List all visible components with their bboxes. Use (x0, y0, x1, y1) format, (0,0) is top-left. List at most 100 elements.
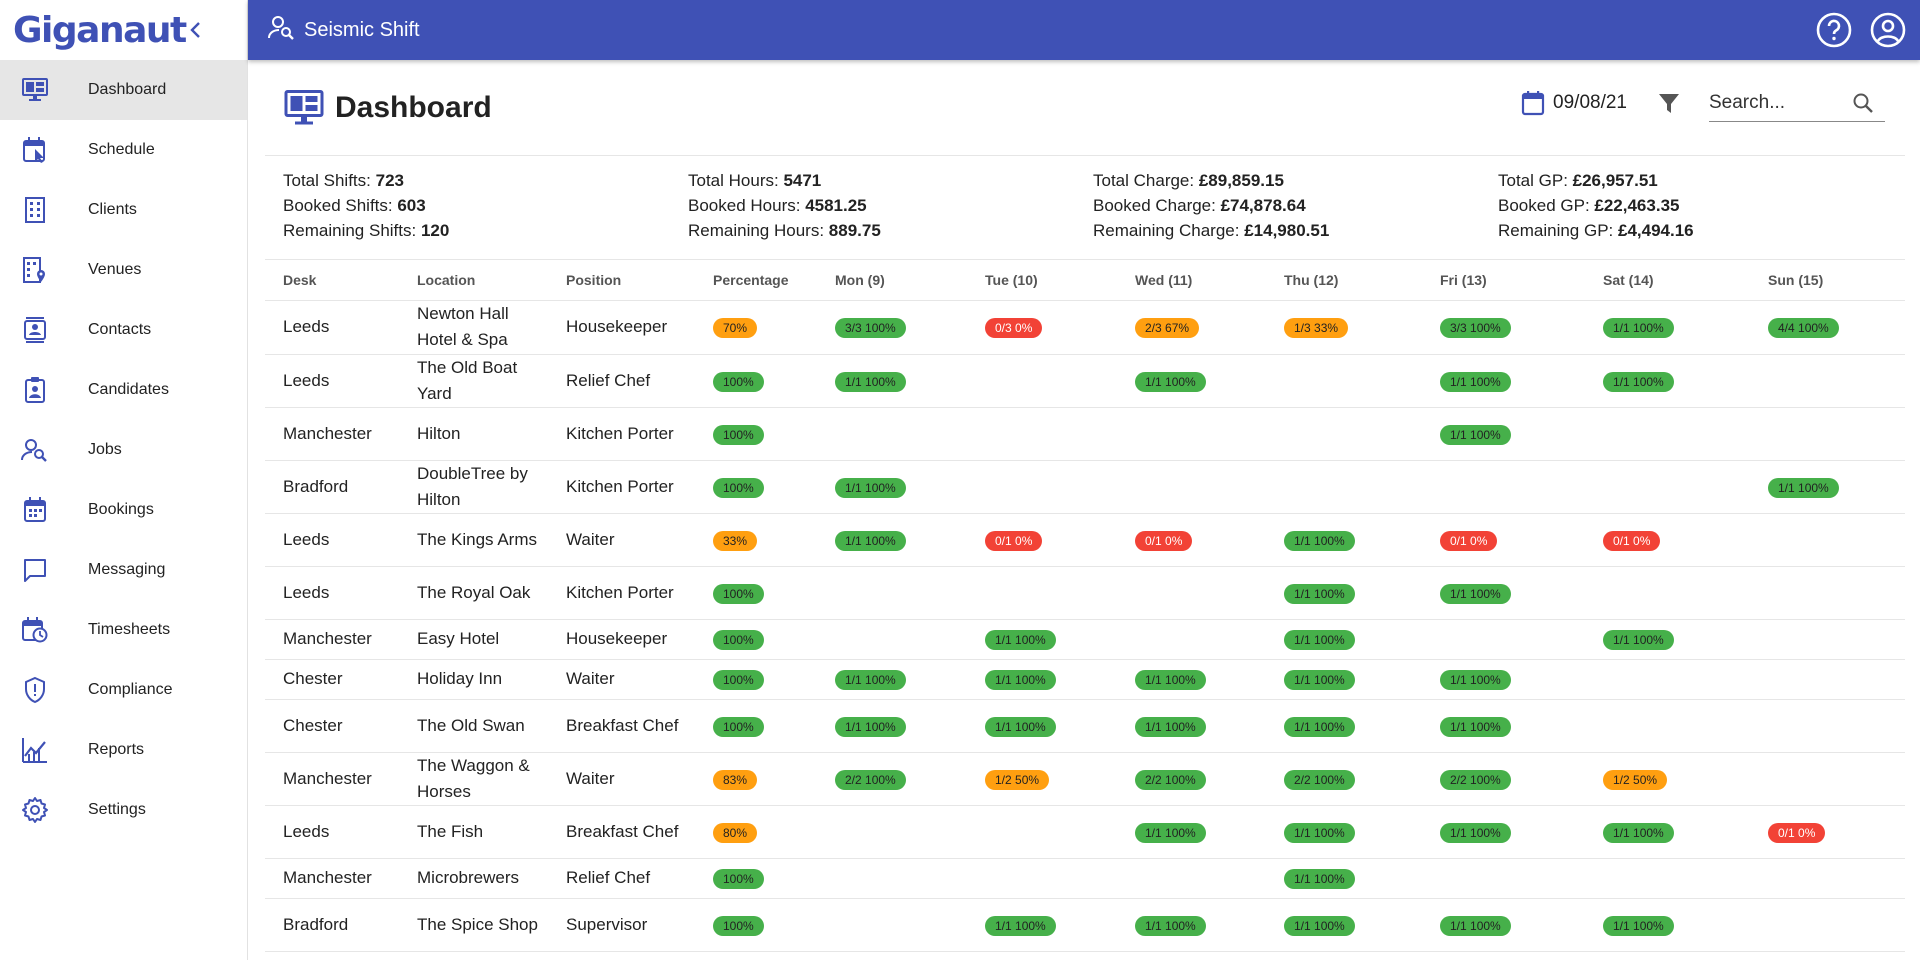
table-row[interactable]: Leeds The Old Boat Yard Relief Chef 100% 1/1… (265, 354, 1905, 408)
day-sat-badge[interactable]: 1/1 100% (1603, 371, 1674, 392)
day-wed-badge[interactable]: 1/1 100% (1135, 371, 1206, 392)
day-thu-cell[interactable]: 2/2 100% (1266, 752, 1422, 806)
day-wed-badge[interactable]: 1/1 100% (1135, 670, 1206, 690)
sidebar-item-candidates[interactable]: Candidates (0, 360, 247, 420)
percentage-cell[interactable]: 100% (695, 407, 817, 461)
day-tue-badge[interactable]: 1/1 100% (985, 716, 1056, 737)
day-thu-cell[interactable]: 1/1 100% (1266, 513, 1422, 567)
day-tue-cell[interactable]: 1/1 100% (967, 699, 1117, 753)
day-sat-badge[interactable]: 1/1 100% (1603, 822, 1674, 843)
day-wed-badge[interactable]: 1/1 100% (1135, 915, 1206, 936)
day-sat-badge[interactable]: 0/1 0% (1603, 530, 1661, 551)
day-thu-badge[interactable]: 1/3 33% (1284, 318, 1349, 338)
day-sun-badge[interactable]: 1/1 100% (1768, 477, 1839, 498)
day-tue-badge[interactable]: 1/1 100% (985, 670, 1056, 690)
day-sat-cell[interactable]: 1/1 100% (1585, 898, 1750, 952)
day-fri-cell[interactable]: 2/2 100% (1422, 752, 1585, 806)
percentage-cell[interactable]: 83% (695, 752, 817, 806)
day-tue-badge[interactable]: 1/2 50% (985, 769, 1050, 790)
day-mon-badge[interactable]: 2/2 100% (835, 769, 906, 790)
column-header[interactable]: Tue (10) (967, 260, 1117, 301)
percentage-cell[interactable]: 100% (695, 659, 817, 700)
day-tue-cell[interactable]: 0/1 0% (967, 513, 1117, 567)
day-sat-cell[interactable]: 0/1 0% (1585, 513, 1750, 567)
table-row[interactable]: Leeds Newton Hall Hotel & Spa Housekeeper 7… (265, 300, 1905, 355)
day-fri-badge[interactable]: 2/2 100% (1440, 769, 1511, 790)
day-sat-badge[interactable]: 1/1 100% (1603, 915, 1674, 936)
day-tue-cell[interactable]: 1/1 100% (967, 659, 1117, 700)
day-fri-cell[interactable]: 1/1 100% (1422, 805, 1585, 859)
day-fri-cell[interactable]: 3/3 100% (1422, 300, 1585, 355)
percentage-badge[interactable]: 70% (713, 318, 758, 338)
percentage-badge[interactable]: 100% (713, 477, 764, 498)
day-thu-badge[interactable]: 1/1 100% (1284, 583, 1355, 604)
day-sat-cell[interactable]: 1/1 100% (1585, 805, 1750, 859)
day-tue-cell[interactable]: 0/3 0% (967, 300, 1117, 355)
table-row[interactable]: Chester Holiday Inn Waiter 100% 1/1 100% 1/1 … (265, 659, 1905, 700)
day-mon-cell[interactable]: 1/1 100% (817, 513, 967, 567)
help-button[interactable] (1814, 10, 1854, 50)
day-sun-badge[interactable]: 0/1 0% (1768, 822, 1826, 843)
sidebar-item-reports[interactable]: Reports (0, 720, 247, 780)
day-wed-badge[interactable]: 2/2 100% (1135, 769, 1206, 790)
day-thu-badge[interactable]: 1/1 100% (1284, 822, 1355, 843)
day-thu-badge[interactable]: 1/1 100% (1284, 716, 1355, 737)
table-row[interactable]: Bradford DoubleTree by Hilton Kitchen Port… (265, 460, 1905, 514)
table-row[interactable]: Manchester The Waggon & Horses Waiter 83% 2/… (265, 752, 1905, 806)
day-mon-badge[interactable]: 1/1 100% (835, 716, 906, 737)
day-mon-badge[interactable]: 1/1 100% (835, 670, 906, 690)
sidebar-item-schedule[interactable]: Schedule (0, 120, 247, 180)
day-fri-cell[interactable]: 1/1 100% (1422, 407, 1585, 461)
day-fri-cell[interactable]: 1/1 100% (1422, 566, 1585, 620)
day-thu-badge[interactable]: 1/1 100% (1284, 670, 1355, 690)
day-fri-badge[interactable]: 0/1 0% (1440, 530, 1498, 551)
column-header[interactable]: Sun (15) (1750, 260, 1905, 301)
column-header[interactable]: Location (399, 260, 548, 301)
sidebar-item-jobs[interactable]: Jobs (0, 420, 247, 480)
sidebar-item-contacts[interactable]: Contacts (0, 300, 247, 360)
day-sun-cell[interactable]: 0/1 0% (1750, 805, 1905, 859)
column-header[interactable]: Percentage (695, 260, 817, 301)
percentage-cell[interactable]: 100% (695, 858, 817, 899)
day-thu-cell[interactable]: 1/1 100% (1266, 566, 1422, 620)
day-wed-cell[interactable]: 2/3 67% (1117, 300, 1266, 355)
table-row[interactable]: Manchester Easy Hotel Housekeeper 100% 1/1 1… (265, 619, 1905, 660)
day-wed-cell[interactable]: 1/1 100% (1117, 659, 1266, 700)
day-sat-cell[interactable]: 1/1 100% (1585, 619, 1750, 660)
percentage-badge[interactable]: 83% (713, 769, 758, 790)
day-sun-badge[interactable]: 4/4 100% (1768, 318, 1839, 338)
sidebar-item-timesheets[interactable]: Timesheets (0, 600, 247, 660)
day-thu-cell[interactable]: 1/1 100% (1266, 898, 1422, 952)
percentage-badge[interactable]: 100% (713, 630, 764, 650)
percentage-badge[interactable]: 100% (713, 670, 764, 690)
sidebar-item-venues[interactable]: Venues (0, 240, 247, 300)
search-button[interactable] (1849, 89, 1877, 117)
table-row[interactable]: Chester The Old Swan Breakfast Chef 100% 1/1… (265, 699, 1905, 753)
percentage-cell[interactable]: 100% (695, 460, 817, 514)
day-wed-badge[interactable]: 0/1 0% (1135, 530, 1193, 551)
day-mon-cell[interactable]: 1/1 100% (817, 354, 967, 408)
day-thu-cell[interactable]: 1/1 100% (1266, 699, 1422, 753)
percentage-cell[interactable]: 100% (695, 566, 817, 620)
day-thu-cell[interactable]: 1/3 33% (1266, 300, 1422, 355)
collapse-sidebar-button[interactable] (183, 16, 209, 44)
brand-logo[interactable]: Giganaut (13, 9, 187, 51)
day-wed-cell[interactable]: 1/1 100% (1117, 898, 1266, 952)
search-input[interactable] (1709, 91, 1849, 114)
sidebar-item-settings[interactable]: Settings (0, 780, 247, 840)
table-row[interactable]: Bradford The Spice Shop Supervisor 100% 1/1 … (265, 898, 1905, 952)
column-header[interactable]: Desk (265, 260, 399, 301)
day-fri-badge[interactable]: 1/1 100% (1440, 915, 1511, 936)
day-tue-cell[interactable]: 1/1 100% (967, 898, 1117, 952)
day-thu-cell[interactable]: 1/1 100% (1266, 619, 1422, 660)
column-header[interactable]: Wed (11) (1117, 260, 1266, 301)
day-thu-cell[interactable]: 1/1 100% (1266, 659, 1422, 700)
sidebar-item-bookings[interactable]: Bookings (0, 480, 247, 540)
day-sat-cell[interactable]: 1/1 100% (1585, 300, 1750, 355)
day-sat-cell[interactable]: 1/2 50% (1585, 752, 1750, 806)
day-wed-cell[interactable]: 1/1 100% (1117, 699, 1266, 753)
day-fri-badge[interactable]: 3/3 100% (1440, 318, 1511, 338)
day-wed-badge[interactable]: 2/3 67% (1135, 318, 1200, 338)
day-wed-cell[interactable]: 1/1 100% (1117, 805, 1266, 859)
day-fri-cell[interactable]: 1/1 100% (1422, 699, 1585, 753)
